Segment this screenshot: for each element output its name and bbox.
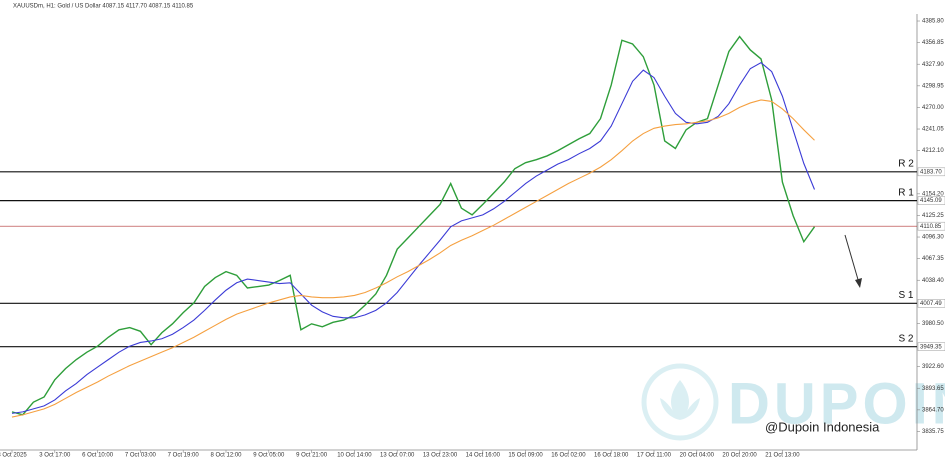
x-tick-label: 7 Oct 19:00: [168, 453, 200, 459]
x-tick-label: 20 Oct 20:00: [722, 453, 757, 459]
y-tick-label: 3980.50: [922, 321, 944, 327]
y-tick-label: 4038.40: [922, 278, 944, 284]
series-line: [11, 35, 816, 416]
y-tick-label: 3835.75: [922, 429, 944, 435]
x-tick-label: 16 Oct 18:00: [594, 453, 629, 459]
y-tick-label: 3922.60: [922, 364, 944, 370]
x-tick-label: 3 Oct 2025: [0, 453, 27, 459]
y-tick-label: 4385.80: [922, 19, 944, 25]
arrow: [844, 234, 862, 288]
x-tick-label: 20 Oct 04:00: [680, 453, 715, 459]
x-tick-label: 17 Oct 11:00: [637, 453, 672, 459]
x-tick-label: 15 Oct 09:00: [508, 453, 543, 459]
y-tick-label: 4327.90: [922, 62, 944, 68]
x-tick-label: 6 Oct 10:00: [82, 453, 114, 459]
y-tick-label: 3864.70: [922, 407, 944, 413]
x-tick-label: 7 Oct 03:00: [125, 453, 157, 459]
level-name: R 1: [898, 187, 914, 198]
level-name: S 2: [898, 333, 913, 344]
x-tick-label: 3 Oct 17:00: [39, 453, 71, 459]
y-tick-label: 4067.35: [922, 256, 944, 262]
level-value: 4145.09: [920, 198, 942, 204]
level-value: 3949.35: [920, 344, 942, 350]
x-tick-label: 13 Oct 07:00: [380, 453, 415, 459]
x-tick-label: 9 Oct 21:00: [296, 453, 328, 459]
x-tick-label: 13 Oct 23:00: [423, 453, 458, 459]
watermark-logo: [641, 363, 719, 441]
x-tick-label: 14 Oct 16:00: [466, 453, 501, 459]
level-tag: [917, 196, 945, 205]
x-tick-label: 8 Oct 12:00: [210, 453, 242, 459]
y-tick-label: 4298.95: [922, 83, 944, 89]
y-tick-label: 3893.65: [922, 386, 944, 392]
series-line: [11, 61, 816, 414]
series-line: [11, 99, 815, 418]
chart-title: XAUUSDm, H1: Gold / US Dollar 4087.15 41…: [13, 4, 194, 10]
level-tag: [917, 299, 945, 308]
level-name: R 2: [898, 158, 914, 169]
y-tick-label: 4096.30: [922, 235, 944, 241]
y-tick-label: 4270.00: [922, 105, 944, 111]
y-tick-label: 4241.05: [922, 127, 944, 133]
x-tick-label: 16 Oct 02:00: [551, 453, 586, 459]
credit: @Dupoin Indonesia: [765, 419, 880, 434]
level-tag: [917, 167, 945, 177]
x-tick-label: 10 Oct 14:00: [337, 453, 372, 459]
y-tick-label: 4356.85: [922, 40, 944, 46]
level-tag: [917, 342, 945, 351]
level-value: 4183.70: [920, 169, 942, 175]
level-tag: [917, 221, 945, 231]
watermark: DUPOIN: [728, 371, 945, 436]
level-value: 4110.85: [920, 224, 942, 230]
x-tick-label: 9 Oct 05:00: [253, 453, 285, 459]
x-tick-label: 21 Oct 13:00: [765, 453, 800, 459]
level-name: S 1: [898, 290, 913, 301]
y-tick-label: 4154.20: [922, 191, 944, 197]
level-value: 4007.49: [920, 301, 942, 307]
y-tick-label: 4125.25: [922, 213, 944, 219]
y-tick-label: 4212.10: [922, 148, 944, 154]
